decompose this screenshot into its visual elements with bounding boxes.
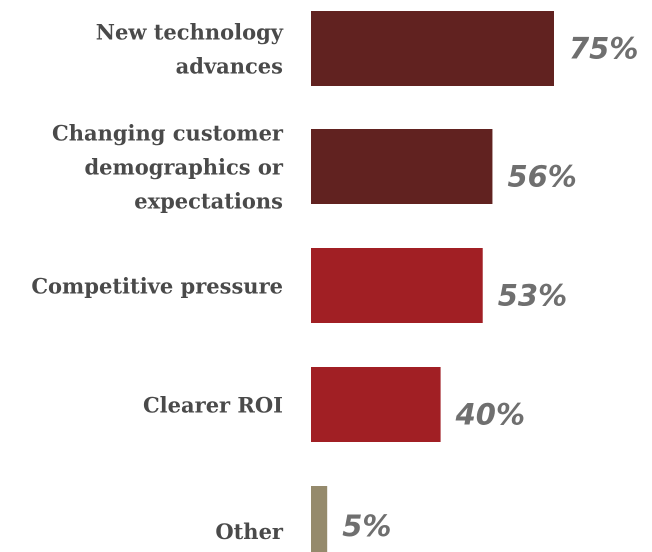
category-label-line: Competitive pressure	[31, 274, 283, 299]
category-label-changing-customer-demographics-or-expectations: Changing customer demographics or expectat…	[52, 121, 284, 214]
bar-competitive-pressure	[311, 248, 483, 323]
value-label-changing-customer-demographics-or-expectations: 56%	[507, 160, 576, 194]
category-label-other: Other	[215, 519, 284, 544]
value-label-clearer-roi: 40%	[455, 398, 525, 432]
category-label-line: New technology	[96, 20, 284, 45]
value-label-other: 5%	[342, 509, 391, 543]
bar-clearer-roi	[311, 367, 441, 442]
category-label-competitive-pressure: Competitive pressure	[31, 274, 283, 299]
bar-new-technology-advances	[311, 11, 554, 86]
bar-changing-customer-demographics-or-expectations	[311, 129, 493, 204]
category-label-line: Clearer ROI	[143, 393, 283, 418]
value-label-new-technology-advances: 75%	[569, 32, 638, 66]
category-label-line: expectations	[134, 189, 283, 214]
category-label-line: Changing customer	[52, 121, 284, 146]
category-label-line: Other	[215, 519, 284, 544]
category-label-line: demographics or	[84, 155, 283, 180]
value-label-competitive-pressure: 53%	[498, 279, 567, 313]
category-label-clearer-roi: Clearer ROI	[143, 393, 283, 418]
category-label-new-technology-advances: New technology advances	[96, 20, 284, 79]
category-label-line: advances	[176, 54, 283, 79]
bar-other	[311, 486, 328, 552]
